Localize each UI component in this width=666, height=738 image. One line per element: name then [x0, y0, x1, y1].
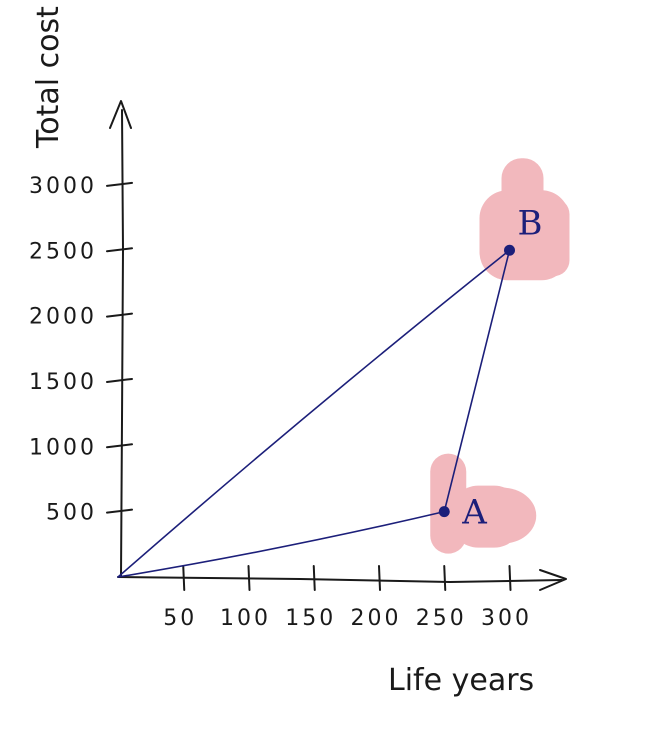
- x-axis-line: [117, 576, 563, 584]
- segment-2: [443, 249, 511, 513]
- tick-labels-layer: 500 1000 1500 2000 2500 3000 50 100 150 200 250 300: [29, 174, 532, 631]
- y-tick-label-1500: 1500: [29, 370, 97, 395]
- highlight-B-part: [501, 158, 544, 229]
- y-tick-label-1000: 1000: [29, 435, 97, 460]
- point-label-B: B: [518, 203, 543, 243]
- segments-layer: [117, 249, 511, 578]
- x-axis-arrow-icon: [539, 569, 567, 591]
- y-tick-500: [106, 508, 133, 514]
- highlight-A-part: [468, 487, 537, 544]
- x-tick-300: [508, 565, 512, 591]
- x-tick-150: [312, 565, 316, 591]
- y-tick-label-500: 500: [46, 501, 97, 526]
- y-tick-2500: [106, 247, 133, 253]
- x-tick-50: [182, 565, 186, 591]
- highlight-layer: [430, 158, 570, 554]
- x-tick-200: [378, 565, 381, 591]
- ticks-layer: [106, 181, 512, 591]
- y-tick-1500: [106, 377, 133, 383]
- x-tick-250: [443, 565, 447, 591]
- y-tick-1000: [106, 443, 133, 449]
- x-tick-label-100: 100: [220, 606, 271, 631]
- highlight-A: [430, 453, 537, 554]
- y-axis-title: Total cost: [31, 6, 66, 149]
- x-tick-label-50: 50: [163, 606, 197, 631]
- y-tick-label-2000: 2000: [29, 305, 97, 330]
- highlight-B-part: [537, 198, 570, 277]
- y-axis-line: [120, 109, 125, 578]
- y-tick-label-2500: 2500: [29, 239, 97, 264]
- point-A: [438, 506, 450, 518]
- x-tick-label-250: 250: [416, 606, 467, 631]
- axes: [109, 100, 567, 591]
- segment-0: [117, 510, 446, 578]
- y-tick-2000: [106, 312, 133, 318]
- x-axis-title: Life years: [388, 663, 534, 698]
- x-tick-label-150: 150: [285, 606, 336, 631]
- highlight-B: [479, 158, 570, 281]
- point-label-A: A: [461, 493, 487, 533]
- point-B: [504, 244, 515, 256]
- y-axis-arrow-icon: [109, 100, 132, 129]
- x-tick-label-300: 300: [481, 606, 532, 631]
- x-tick-label-200: 200: [351, 606, 402, 631]
- x-tick-100: [247, 565, 251, 591]
- points-layer: AB: [438, 203, 543, 533]
- y-tick-label-3000: 3000: [29, 174, 97, 199]
- segment-1: [117, 249, 511, 578]
- y-tick-3000: [106, 181, 133, 187]
